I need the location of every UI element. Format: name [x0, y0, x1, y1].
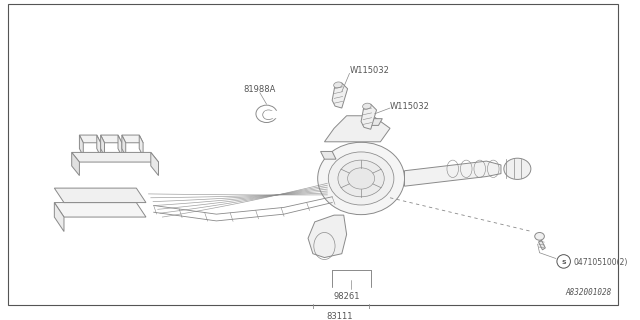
- Text: 98261: 98261: [333, 292, 360, 301]
- Polygon shape: [363, 119, 382, 125]
- Polygon shape: [72, 152, 79, 176]
- Text: 047105100(2): 047105100(2): [573, 258, 628, 267]
- Polygon shape: [100, 135, 104, 156]
- Ellipse shape: [317, 142, 404, 215]
- Polygon shape: [54, 203, 64, 231]
- Polygon shape: [151, 152, 159, 176]
- Text: 83111: 83111: [326, 312, 353, 320]
- Ellipse shape: [535, 233, 545, 240]
- Polygon shape: [118, 135, 122, 156]
- Text: A832001028: A832001028: [566, 288, 612, 297]
- Text: 81988A: 81988A: [244, 85, 276, 94]
- Polygon shape: [79, 135, 83, 156]
- Polygon shape: [308, 215, 347, 258]
- Polygon shape: [122, 135, 143, 143]
- Polygon shape: [97, 135, 100, 156]
- Polygon shape: [332, 83, 348, 108]
- Polygon shape: [72, 152, 159, 162]
- Polygon shape: [404, 161, 501, 186]
- Polygon shape: [54, 188, 146, 203]
- Polygon shape: [54, 203, 146, 217]
- Polygon shape: [79, 135, 100, 143]
- Ellipse shape: [348, 168, 374, 189]
- Polygon shape: [539, 240, 545, 250]
- Polygon shape: [140, 135, 143, 156]
- Text: W115032: W115032: [349, 66, 389, 75]
- Ellipse shape: [328, 152, 394, 205]
- Polygon shape: [100, 135, 122, 143]
- Polygon shape: [324, 116, 390, 142]
- Ellipse shape: [504, 158, 531, 180]
- Ellipse shape: [338, 160, 384, 197]
- Polygon shape: [361, 104, 376, 129]
- Polygon shape: [321, 151, 336, 159]
- Text: W115032: W115032: [390, 102, 430, 111]
- Ellipse shape: [333, 82, 342, 88]
- Ellipse shape: [363, 103, 371, 109]
- Polygon shape: [122, 135, 125, 156]
- Text: S: S: [561, 260, 566, 265]
